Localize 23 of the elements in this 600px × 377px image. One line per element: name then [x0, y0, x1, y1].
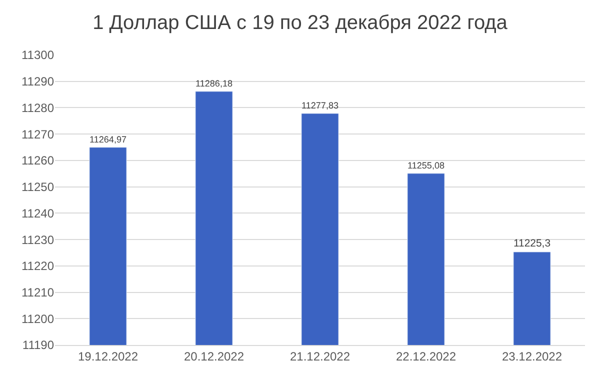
chart-title: 1 Доллар США с 19 по 23 декабря 2022 года	[92, 12, 508, 34]
data-label: 11225,3	[513, 238, 551, 250]
data-label: 11277,83	[301, 100, 339, 110]
y-tick-label: 11250	[22, 180, 54, 194]
x-tick-label: 19.12.2022	[78, 349, 138, 364]
data-label: 11286,18	[195, 78, 233, 88]
y-tick-label: 11230	[22, 232, 54, 247]
x-tick-label: 21.12.2022	[290, 349, 350, 364]
y-tick-label: 11240	[22, 206, 54, 220]
y-tick-label: 11260	[22, 154, 54, 168]
x-tick-label: 20.12.2022	[184, 349, 244, 364]
y-tick-label: 11270	[22, 127, 54, 142]
y-tick-label: 11220	[22, 259, 54, 274]
y-tick-label: 11210	[22, 285, 54, 300]
y-tick-label: 11290	[22, 74, 54, 89]
y-tick-label: 11200	[22, 312, 54, 326]
data-label: 11264,97	[89, 134, 127, 144]
x-tick-label: 23.12.2022	[502, 349, 562, 364]
y-tick-label: 11190	[22, 338, 54, 352]
y-tick-label: 11300	[22, 48, 54, 62]
x-tick-label: 22.12.2022	[396, 349, 456, 364]
data-label: 11255,08	[407, 160, 445, 170]
y-tick-label: 11280	[22, 100, 54, 115]
